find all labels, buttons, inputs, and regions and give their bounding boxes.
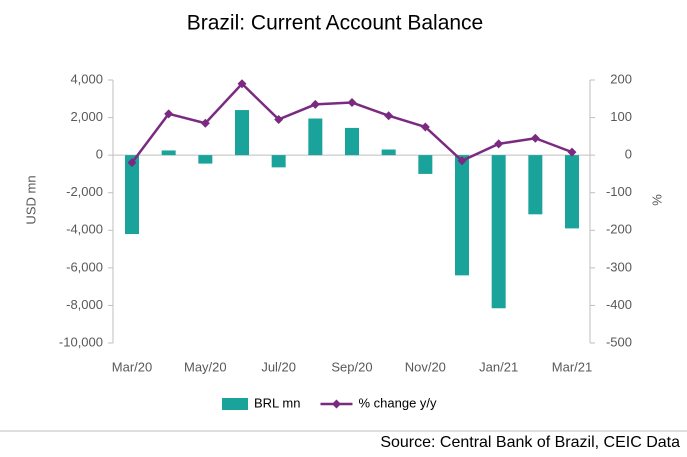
bar [565,155,579,229]
y-tick-label: 4,000 [70,71,103,86]
legend-marker [331,399,341,409]
y-axis-label: USD mn [23,175,38,224]
y-tick-label: 0 [96,147,103,162]
x-tick-label: Jul/20 [261,359,296,374]
x-tick-label: Nov/20 [405,359,446,374]
y2-tick-label: -100 [606,184,632,199]
bar [308,118,323,156]
y-tick-label: -2,000 [66,184,103,199]
legend-label: % change y/y [358,395,437,410]
bar [381,149,396,156]
line-marker [347,98,357,108]
bar [271,155,286,168]
y-tick-label: 2,000 [70,109,103,124]
legend-label: BRL mn [254,395,300,410]
x-tick-label: Sep/20 [331,359,372,374]
y-tick-label: -10,000 [59,334,103,349]
y-tick-label: -4,000 [66,222,103,237]
x-tick-label: Mar/21 [552,359,592,374]
y2-axis-label: % [649,194,664,206]
line-marker [457,156,467,166]
line-marker [530,133,540,143]
line-marker [274,114,284,124]
line-marker [310,99,320,109]
bar [455,155,469,276]
y2-tick-label: -400 [606,297,632,312]
x-tick-label: Jan/21 [479,359,518,374]
chart-title: Brazil: Current Account Balance [187,12,483,35]
source: Source: Central Bank of Brazil, CEIC Dat… [380,434,680,451]
x-tick-label: May/20 [184,359,227,374]
bar [198,155,213,164]
bar [345,127,359,156]
line-marker [384,111,394,121]
bar [125,155,139,235]
line-marker [567,147,577,157]
bar [235,110,249,156]
line-marker [237,79,247,89]
y-tick-label: -6,000 [66,259,103,274]
y2-tick-label: 0 [625,147,632,162]
bar [161,150,176,156]
bar [418,155,433,174]
bar [528,155,543,215]
y-tick-label: -8,000 [66,297,103,312]
line-marker [164,109,174,119]
legend-swatch [222,398,248,410]
bar [491,155,506,309]
y2-tick-label: -200 [606,222,632,237]
x-tick-label: Mar/20 [112,359,152,374]
line-marker [420,122,430,132]
y2-tick-label: -500 [606,334,632,349]
y2-tick-label: 200 [610,71,632,86]
y2-tick-label: -300 [606,259,632,274]
line-marker [200,118,210,128]
line-marker [127,158,137,168]
line-marker [494,139,504,149]
y2-tick-label: 100 [610,109,632,124]
